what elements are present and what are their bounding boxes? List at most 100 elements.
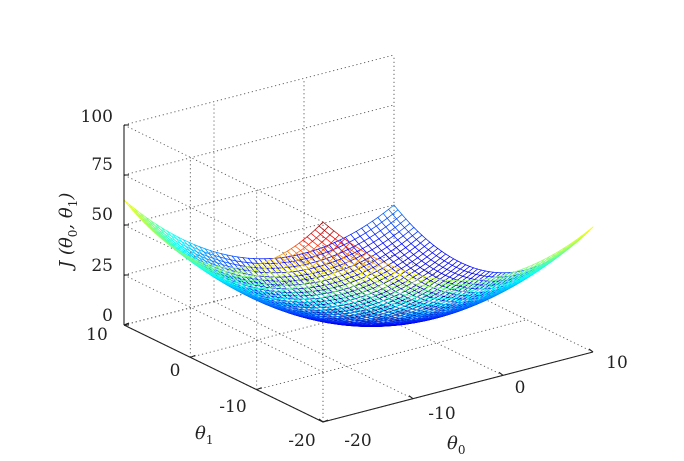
surface-mesh-segment xyxy=(441,273,446,276)
surface-mesh-segment xyxy=(341,301,346,305)
surface-mesh-segment xyxy=(370,279,375,284)
surface-mesh-segment xyxy=(367,241,374,246)
surface-mesh-segment xyxy=(390,250,396,256)
surface-mesh-segment xyxy=(308,301,316,306)
surface-mesh-segment xyxy=(382,313,390,316)
surface-mesh-segment xyxy=(490,285,496,290)
surface-mesh-segment xyxy=(364,266,370,271)
surface-mesh-segment xyxy=(373,314,380,316)
surface-mesh-segment xyxy=(438,308,445,310)
surface-mesh-segment xyxy=(297,259,304,265)
surface-mesh-segment xyxy=(264,283,270,285)
surface-mesh-segment xyxy=(253,258,258,264)
surface-mesh-segment xyxy=(315,307,322,311)
surface-mesh-segment xyxy=(518,270,525,274)
surface-mesh-segment xyxy=(341,308,347,312)
surface-mesh-segment xyxy=(364,259,370,265)
surface-mesh-segment xyxy=(410,273,416,279)
surface-mesh-segment xyxy=(192,246,199,250)
surface-mesh-segment xyxy=(429,241,435,246)
surface-mesh-segment xyxy=(370,225,377,230)
surface-mesh-segment xyxy=(364,269,371,274)
surface-mesh-segment xyxy=(244,271,251,277)
surface-mesh-segment xyxy=(441,303,447,308)
surface-mesh-segment xyxy=(486,280,493,283)
surface-mesh-segment xyxy=(467,283,474,289)
surface-mesh-segment xyxy=(479,290,486,293)
surface-mesh-segment xyxy=(308,265,314,269)
surface-mesh-segment xyxy=(421,256,428,262)
surface-mesh-segment xyxy=(384,301,389,306)
surface-mesh-segment xyxy=(329,308,336,312)
surface-mesh-segment xyxy=(349,312,356,316)
surface-mesh-segment xyxy=(292,276,299,281)
surface-mesh-segment xyxy=(246,287,253,292)
surface-mesh-segment xyxy=(258,263,266,269)
surface-mesh-segment xyxy=(394,304,400,308)
surface-mesh-segment xyxy=(426,295,431,298)
surface-mesh-segment xyxy=(430,293,437,298)
surface-mesh-segment xyxy=(571,239,578,244)
surface-mesh-segment xyxy=(335,260,341,266)
surface-mesh-segment xyxy=(362,320,370,323)
surface-mesh-segment xyxy=(322,286,329,291)
surface-mesh-segment xyxy=(311,277,316,281)
surface-mesh-segment xyxy=(432,252,437,257)
surface-mesh-segment xyxy=(351,295,356,300)
surface-mesh-segment xyxy=(432,287,438,290)
surface-mesh-segment xyxy=(287,288,294,294)
surface-mesh-segment xyxy=(426,252,433,258)
surface-mesh-segment xyxy=(270,287,277,292)
surface-mesh-segment xyxy=(475,293,482,296)
surface-mesh-segment xyxy=(300,270,306,274)
surface-mesh-segment xyxy=(336,270,343,275)
surface-mesh-segment xyxy=(365,303,370,307)
surface-mesh-segment xyxy=(357,295,364,299)
surface-mesh-segment xyxy=(289,264,296,270)
surface-mesh-segment xyxy=(517,268,524,272)
surface-mesh-segment xyxy=(381,296,388,299)
surface-mesh-segment xyxy=(272,265,279,271)
surface-mesh-segment xyxy=(293,281,301,286)
surface-mesh-segment xyxy=(431,270,438,276)
surface-mesh-segment xyxy=(496,275,502,281)
surface-mesh-segment xyxy=(387,285,393,290)
surface-mesh-segment xyxy=(246,262,253,264)
surface-mesh-segment xyxy=(316,297,322,301)
surface-mesh-segment xyxy=(259,279,264,281)
surface-mesh-segment xyxy=(377,246,382,251)
surface-mesh-segment xyxy=(412,309,418,313)
surface-mesh-segment xyxy=(406,281,413,284)
surface-mesh-segment xyxy=(394,227,400,233)
surface-mesh-segment xyxy=(345,270,353,275)
surface-mesh-segment xyxy=(181,241,188,245)
surface-mesh-segment xyxy=(389,257,394,263)
surface-mesh-segment xyxy=(410,295,417,298)
surface-mesh-segment xyxy=(441,306,449,308)
surface-mesh-segment xyxy=(417,257,422,262)
surface-mesh-segment xyxy=(247,289,254,295)
surface-mesh-segment xyxy=(412,273,420,278)
surface-mesh-segment xyxy=(326,312,333,316)
surface-mesh-segment xyxy=(498,280,505,283)
surface-mesh-segment xyxy=(306,305,312,307)
surface-mesh-segment xyxy=(379,257,385,262)
surface-mesh-segment xyxy=(330,297,336,300)
surface-mesh-segment xyxy=(207,255,214,259)
surface-mesh-segment xyxy=(387,302,392,306)
surface-mesh-segment xyxy=(350,315,357,318)
surface-mesh-segment xyxy=(314,304,321,308)
surface-mesh-segment xyxy=(335,301,342,305)
surface-mesh-segment xyxy=(175,248,181,252)
surface-mesh-segment xyxy=(365,232,370,239)
surface-mesh-segment xyxy=(384,274,391,279)
surface-mesh-segment xyxy=(261,274,268,280)
surface-mesh-segment xyxy=(321,263,327,268)
surface-mesh-segment xyxy=(474,274,481,280)
surface-mesh-segment xyxy=(335,299,341,303)
surface-mesh-segment xyxy=(479,278,486,281)
surface-mesh-segment xyxy=(212,257,218,264)
surface-mesh-segment xyxy=(247,265,252,268)
surface-mesh-segment xyxy=(219,256,225,263)
surface-mesh-segment xyxy=(378,300,384,304)
